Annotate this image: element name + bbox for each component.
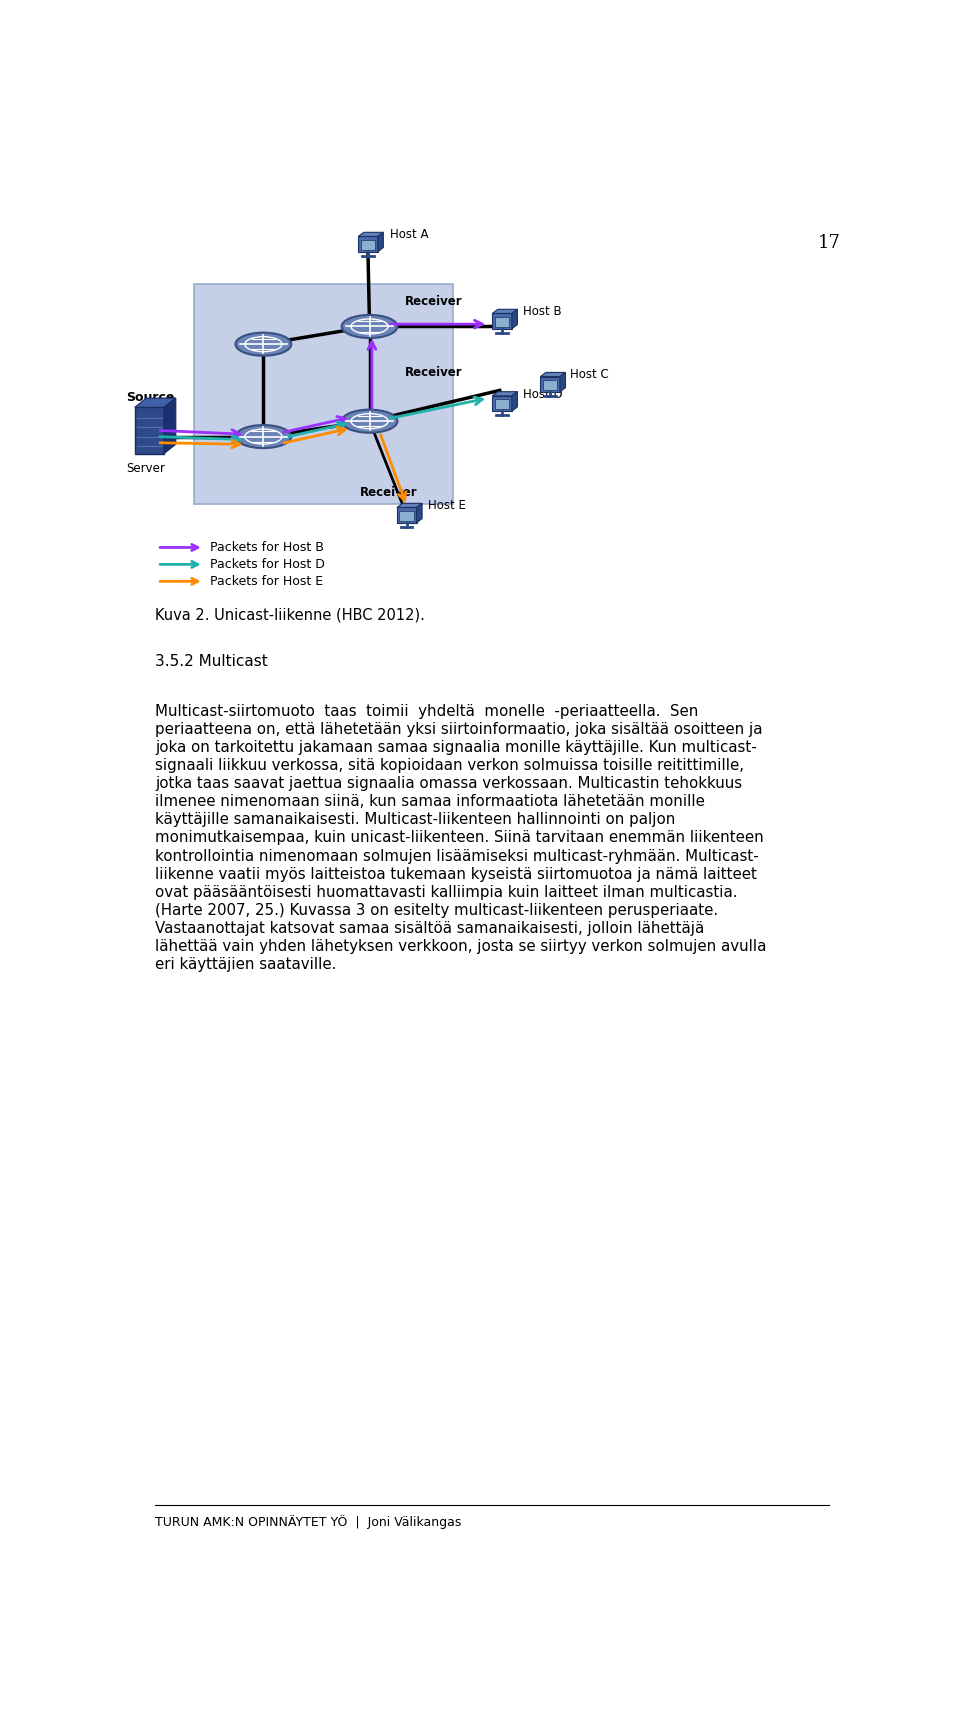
Text: TURUN AMK:N OPINNÄYTET YÖ  |  Joni Välikangas: TURUN AMK:N OPINNÄYTET YÖ | Joni Välikan… (155, 1515, 461, 1529)
Text: 3.5.2 Multicast: 3.5.2 Multicast (155, 654, 268, 668)
Text: Multicast-siirtomuoto  taas  toimii  yhdeltä  monelle  -periaatteella.  Sen: Multicast-siirtomuoto taas toimii yhdelt… (155, 704, 698, 718)
Text: jotka taas saavat jaettua signaalia omassa verkossaan. Multicastin tehokkuus: jotka taas saavat jaettua signaalia omas… (155, 777, 742, 791)
Bar (358, 236, 378, 252)
Polygon shape (492, 392, 517, 395)
Text: Packets for Host E: Packets for Host E (210, 575, 323, 589)
Ellipse shape (342, 314, 397, 338)
Polygon shape (540, 373, 565, 376)
Text: Packets for Host B: Packets for Host B (210, 540, 324, 554)
Ellipse shape (235, 333, 291, 356)
Polygon shape (397, 504, 422, 507)
Polygon shape (164, 399, 176, 454)
Polygon shape (492, 309, 517, 314)
Text: ovat pääsääntöisesti huomattavasti kalliimpia kuin laitteet ilman multicastia.: ovat pääsääntöisesti huomattavasti kalli… (155, 885, 737, 899)
Text: liikenne vaatii myös laitteistoa tukemaan kyseistä siirtomuotoa ja nämä laitteet: liikenne vaatii myös laitteistoa tukemaa… (155, 866, 756, 882)
Text: lähettää vain yhden lähetyksen verkkoon, josta se siirtyy verkon solmujen avulla: lähettää vain yhden lähetyksen verkkoon,… (155, 939, 766, 954)
Text: Host A: Host A (390, 228, 428, 242)
Text: ilmenee nimenomaan siinä, kun samaa informaatiota lähetetään monille: ilmenee nimenomaan siinä, kun samaa info… (155, 794, 705, 809)
Bar (494, 318, 510, 326)
Text: periaatteena on, että lähetetään yksi siirtoinformaatio, joka sisältää osoitteen: periaatteena on, että lähetetään yksi si… (155, 721, 762, 737)
Text: Host E: Host E (427, 499, 466, 513)
Text: Host C: Host C (569, 368, 609, 381)
Polygon shape (378, 233, 383, 252)
Text: Vastaanottajat katsovat samaa sisältöä samanaikaisesti, jolloin lähettäjä: Vastaanottajat katsovat samaa sisältöä s… (155, 922, 704, 935)
Polygon shape (134, 399, 176, 407)
Text: Server: Server (126, 463, 165, 475)
Bar (494, 399, 510, 409)
Polygon shape (512, 392, 517, 411)
Ellipse shape (235, 425, 291, 449)
Bar (194, 285, 453, 504)
Bar (540, 376, 560, 392)
Bar (397, 507, 417, 523)
Text: Receiver: Receiver (405, 295, 463, 307)
Bar (134, 407, 164, 454)
Text: käyttäjille samanaikaisesti. Multicast-liikenteen hallinnointi on paljon: käyttäjille samanaikaisesti. Multicast-l… (155, 813, 675, 827)
Bar (542, 380, 558, 390)
Text: Receiver: Receiver (360, 485, 418, 499)
Text: (Harte 2007, 25.) Kuvassa 3 on esitelty multicast-liikenteen perusperiaate.: (Harte 2007, 25.) Kuvassa 3 on esitelty … (155, 903, 718, 918)
Bar (492, 395, 512, 411)
Polygon shape (417, 504, 422, 523)
Text: eri käyttäjien saataville.: eri käyttäjien saataville. (155, 958, 336, 972)
Text: Kuva 2. Unicast-liikenne (HBC 2012).: Kuva 2. Unicast-liikenne (HBC 2012). (155, 608, 424, 623)
Text: kontrollointia nimenomaan solmujen lisäämiseksi multicast-ryhmään. Multicast-: kontrollointia nimenomaan solmujen lisää… (155, 849, 758, 863)
Polygon shape (358, 233, 383, 236)
Bar (492, 314, 512, 328)
Text: Host D: Host D (523, 388, 563, 400)
Text: joka on tarkoitettu jakamaan samaa signaalia monille käyttäjille. Kun multicast-: joka on tarkoitettu jakamaan samaa signa… (155, 740, 756, 754)
Text: Packets for Host D: Packets for Host D (210, 557, 324, 571)
Ellipse shape (342, 409, 397, 433)
Text: Receiver: Receiver (405, 366, 463, 380)
Polygon shape (512, 309, 517, 328)
Text: 17: 17 (818, 235, 841, 252)
Text: Host B: Host B (523, 306, 562, 318)
Bar (399, 511, 414, 521)
Bar (361, 240, 375, 250)
Polygon shape (560, 373, 565, 392)
Text: monimutkaisempaa, kuin unicast-liikenteen. Siinä tarvitaan enemmän liikenteen: monimutkaisempaa, kuin unicast-liikentee… (155, 830, 763, 846)
Text: Source: Source (126, 390, 175, 404)
Text: signaali liikkuu verkossa, sitä kopioidaan verkon solmuissa toisille reitittimil: signaali liikkuu verkossa, sitä kopioida… (155, 758, 744, 773)
